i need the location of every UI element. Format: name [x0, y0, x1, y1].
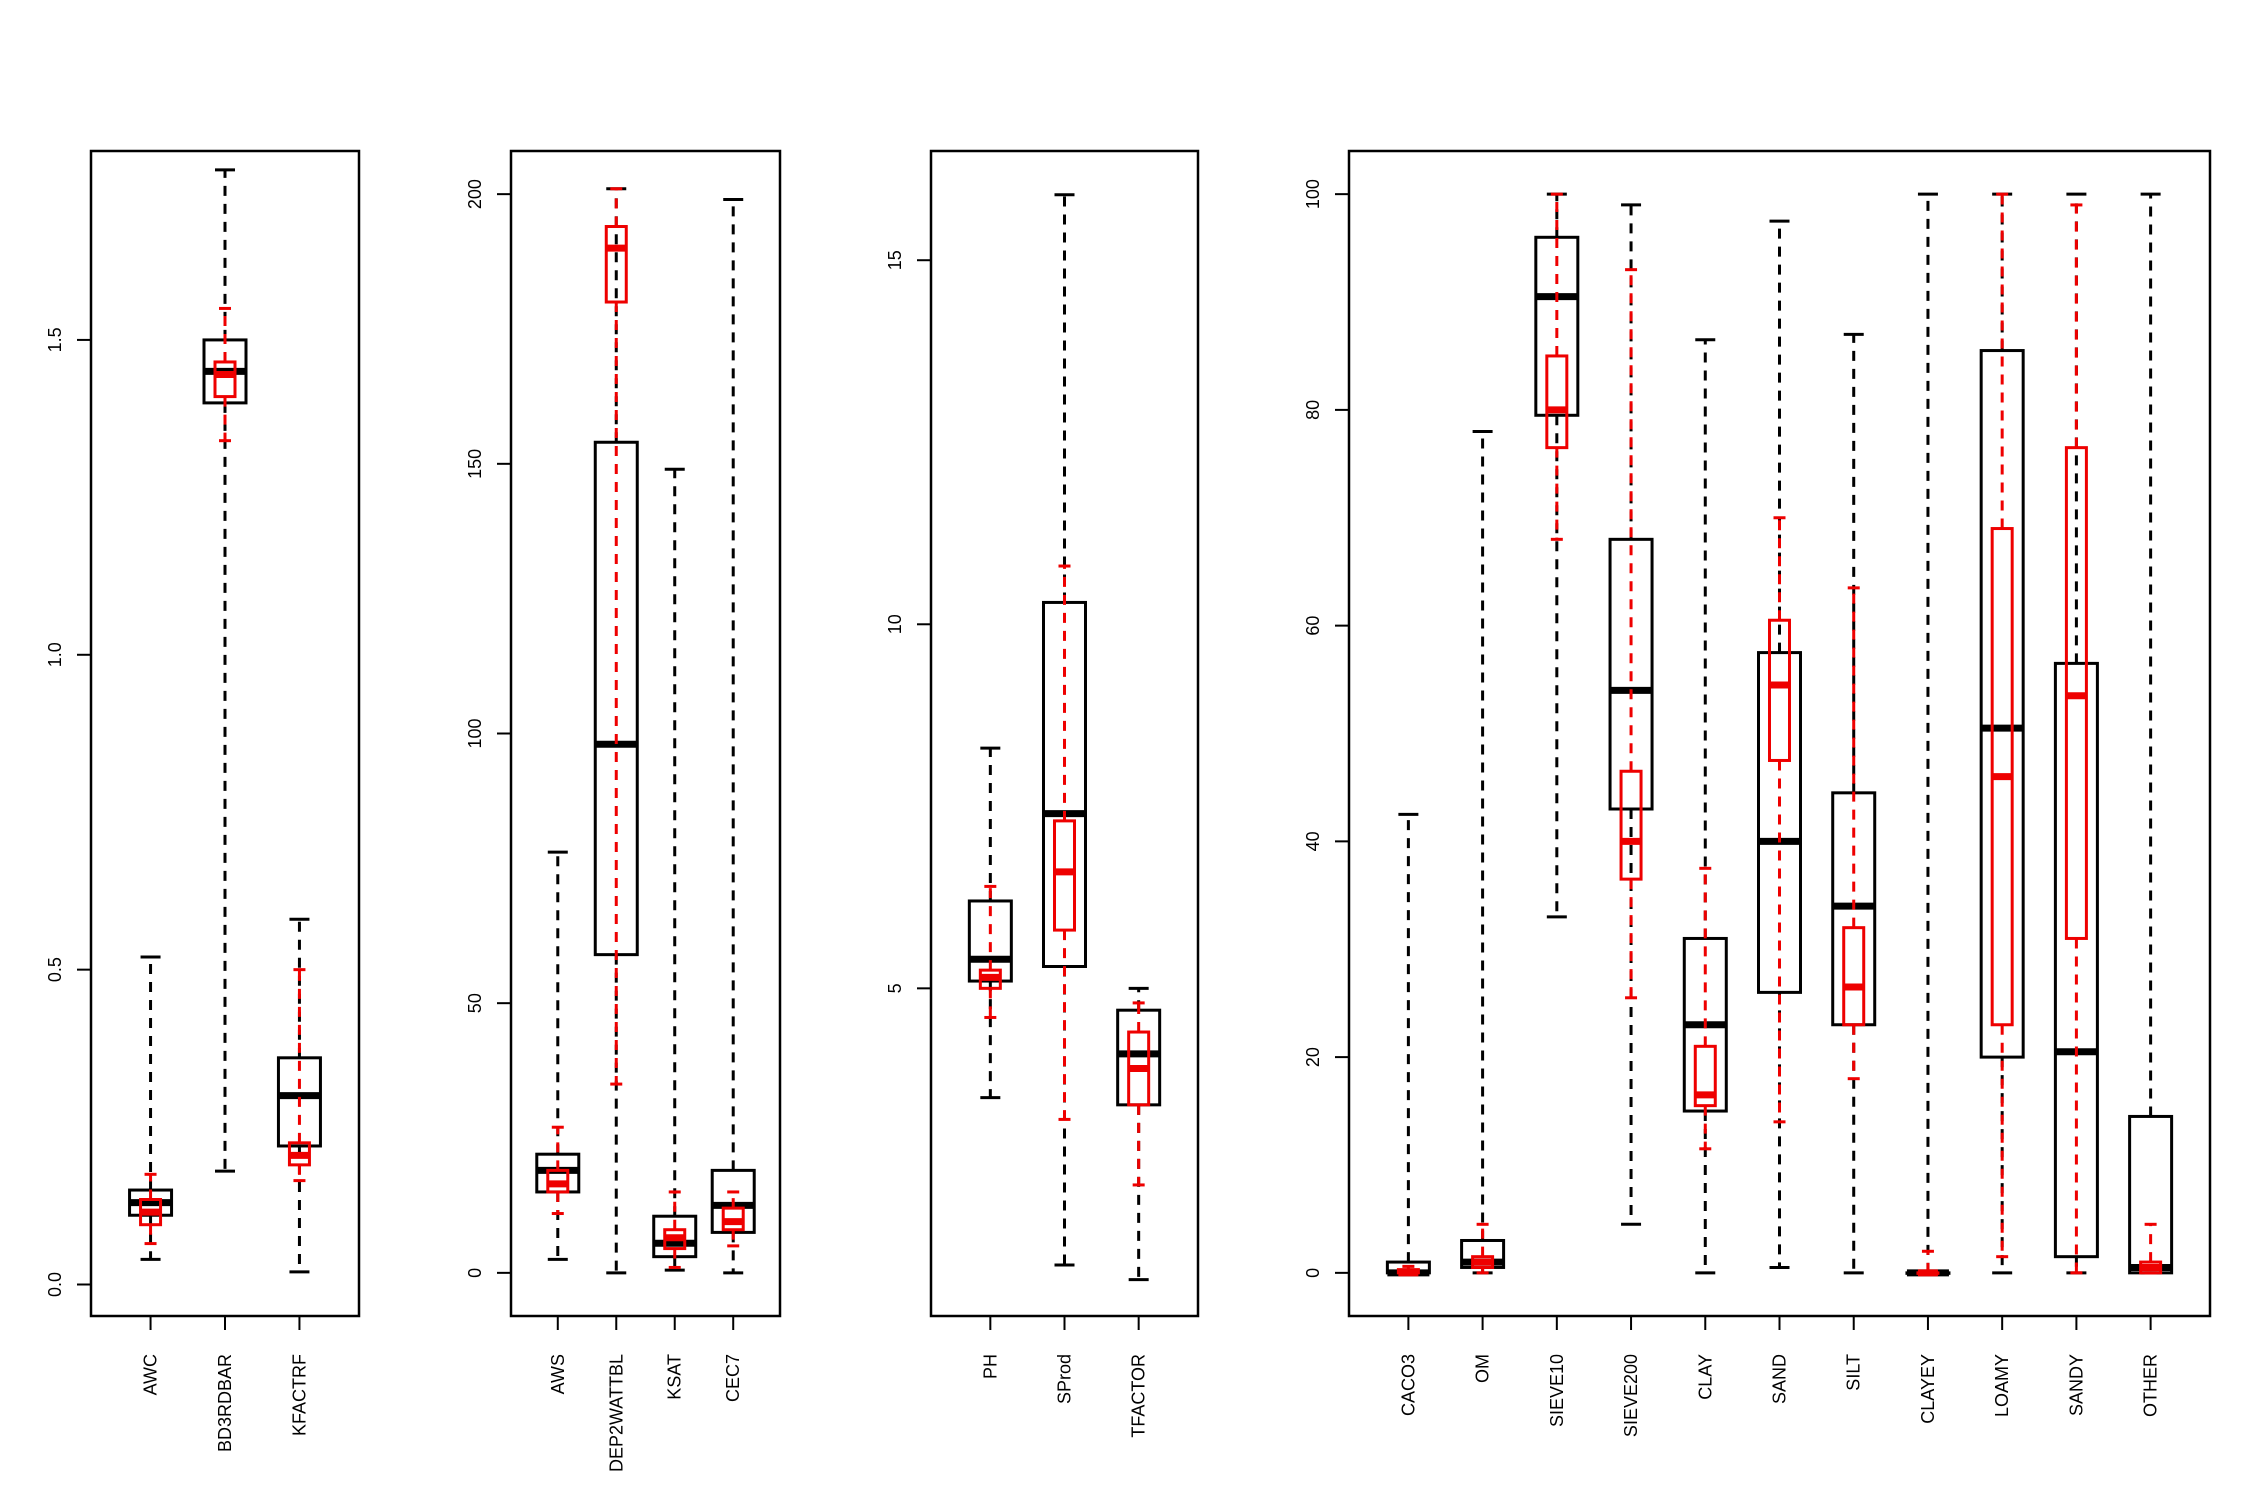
category-label-ksat: KSAT	[665, 1354, 685, 1400]
panel-3-y-tick-label: 5	[885, 983, 905, 993]
category-label-other: OTHER	[2141, 1354, 2161, 1417]
sieve10-all-box	[1534, 235, 1580, 417]
kfactrf-all-box	[276, 1056, 322, 1148]
panel-1-y-tick-label: 1.0	[45, 642, 65, 667]
category-label-sieve200: SIEVE200	[1621, 1354, 1641, 1437]
category-label-clay: CLAY	[1695, 1354, 1715, 1400]
panel-2-y-tick-label: 50	[465, 993, 485, 1013]
sieve200-all-box	[1608, 537, 1654, 811]
category-label-sieve10: SIEVE10	[1547, 1354, 1567, 1427]
category-label-kfactrf: KFACTRF	[289, 1354, 309, 1436]
sprod-subset-box	[1053, 819, 1076, 932]
panel-1-y-tick-label: 0.0	[45, 1272, 65, 1297]
sand-subset-box	[1768, 618, 1791, 762]
category-label-bd3rdbar: BD3RDBAR	[215, 1354, 235, 1452]
panel-4-y-tick-label: 60	[1303, 616, 1323, 636]
silt-subset-box	[1842, 926, 1866, 1027]
category-label-tfactor: TFACTOR	[1129, 1354, 1149, 1438]
sand-all-box	[1757, 651, 1802, 994]
panel-4-y-tick-label: 100	[1303, 179, 1323, 209]
category-label-cec7: CEC7	[723, 1354, 743, 1402]
panel-2-y-tick-label: 100	[465, 718, 485, 748]
sieve200-subset-box	[1619, 769, 1643, 881]
panel-4-y-tick-label: 80	[1303, 400, 1323, 420]
bd3rdbar-subset-box	[213, 360, 237, 399]
category-label-sandy: SANDY	[2066, 1354, 2086, 1416]
panel-1-y-tick-label: 0.5	[45, 957, 65, 982]
panel-4-y-tick-label: 20	[1303, 1047, 1323, 1067]
category-label-silt: SILT	[1844, 1354, 1864, 1391]
sieve10-subset-box	[1545, 354, 1569, 450]
panel-4-y-tick-label: 0	[1303, 1268, 1323, 1278]
category-label-sand: SAND	[1770, 1354, 1790, 1404]
panel-2-y-tick-label: 0	[465, 1268, 485, 1278]
panel-3-y-tick-label: 15	[885, 250, 905, 270]
category-label-awc: AWC	[141, 1354, 161, 1395]
panel-2-y-tick-label: 200	[465, 179, 485, 209]
panel-2-y-tick-label: 150	[465, 449, 485, 479]
category-label-sprod: SProd	[1055, 1354, 1075, 1404]
loamy-all-box	[1979, 349, 2025, 1059]
dep2wattbl-subset-box	[604, 225, 628, 304]
clay-subset-box	[1693, 1044, 1717, 1108]
category-label-clayey: CLAYEY	[1918, 1354, 1938, 1424]
category-label-loamy: LOAMY	[1992, 1354, 2012, 1417]
panel-3-y-tick-label: 10	[885, 614, 905, 634]
panel-1-y-tick-label: 1.5	[45, 327, 65, 352]
category-label-dep2wattbl: DEP2WATTBL	[606, 1354, 626, 1472]
ph-all-box	[967, 899, 1013, 983]
category-label-caco3: CACO3	[1398, 1354, 1418, 1416]
panel-4-y-tick-label: 40	[1303, 831, 1323, 851]
category-label-aws: AWS	[548, 1354, 568, 1394]
sandy-all-box	[2053, 661, 2099, 1259]
category-label-om: OM	[1473, 1354, 1493, 1383]
category-label-ph: PH	[980, 1354, 1000, 1379]
